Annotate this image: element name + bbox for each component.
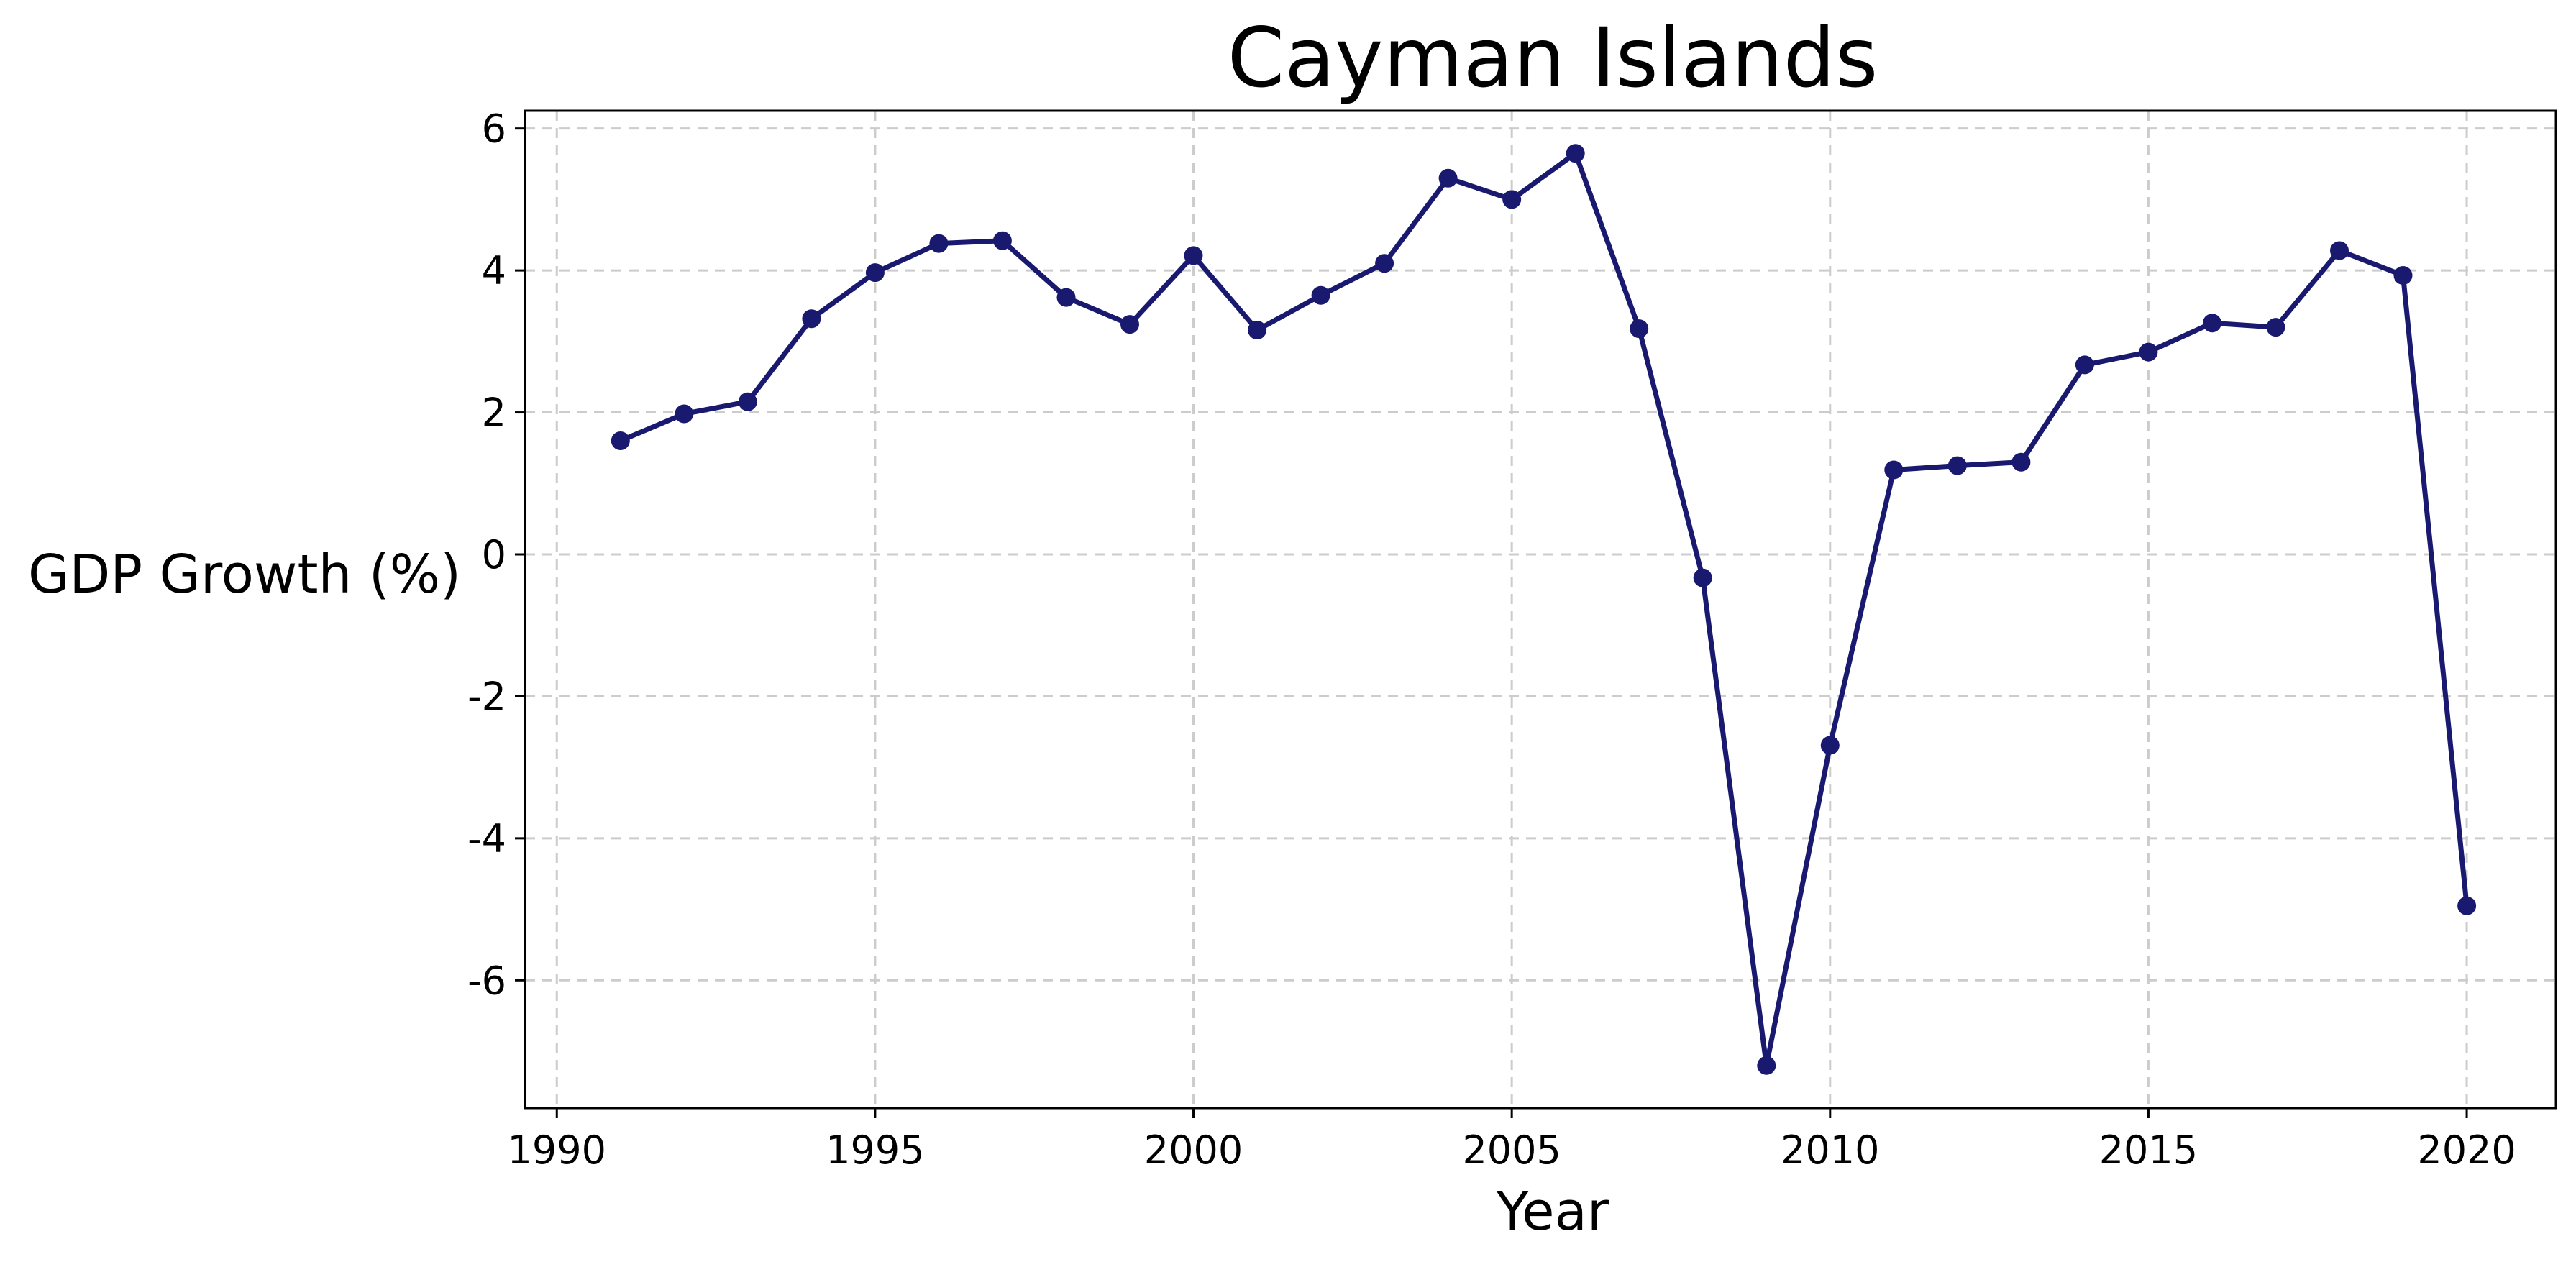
data-point	[1757, 1056, 1776, 1075]
data-point	[802, 309, 821, 329]
y-tick-label: 6	[482, 106, 506, 152]
x-tick-label: 2010	[1781, 1128, 1879, 1173]
data-point	[2266, 318, 2285, 337]
data-point	[1884, 460, 1904, 480]
data-point	[992, 231, 1012, 250]
data-point	[1630, 319, 1649, 339]
data-point	[2139, 342, 2158, 362]
data-point	[2393, 266, 2413, 285]
data-point	[929, 234, 949, 253]
x-tick-label: 1995	[826, 1128, 924, 1173]
data-point	[2075, 355, 2094, 375]
series-line	[618, 150, 2470, 1069]
y-tick-label: 4	[482, 248, 506, 293]
data-point	[1693, 568, 1712, 587]
y-tick-label: -6	[467, 958, 506, 1003]
data-point	[1375, 254, 1394, 273]
data-point	[611, 431, 630, 450]
data-point	[1438, 168, 1458, 188]
data-point	[1820, 736, 1840, 755]
data-point	[2457, 896, 2477, 915]
y-axis-label: GDP Growth (%)	[28, 544, 461, 605]
y-tick-label: 0	[482, 532, 506, 577]
x-tick-label: 1990	[508, 1128, 606, 1173]
x-tick-label: 2020	[2417, 1128, 2516, 1173]
x-tick-label: 2005	[1462, 1128, 1561, 1173]
y-tick-label: -4	[467, 816, 506, 861]
x-axis-label: Year	[1496, 1181, 1609, 1243]
data-point	[2330, 241, 2349, 260]
x-axis: 1990 1995 2000 2005 2010 2015 2020	[508, 1108, 2516, 1173]
data-point	[1311, 285, 1330, 305]
grid-lines	[525, 111, 2556, 1108]
data-point	[1502, 190, 1522, 209]
series-markers	[611, 144, 2477, 1075]
data-point	[865, 263, 885, 283]
data-point	[1056, 288, 1076, 307]
y-tick-label: -2	[467, 674, 506, 719]
y-tick-label: 2	[482, 390, 506, 436]
data-point	[2011, 452, 2031, 472]
data-point	[1184, 246, 1203, 265]
x-tick-label: 2015	[2099, 1128, 2198, 1173]
plot-frame	[524, 109, 2557, 1110]
x-tick-label: 2000	[1144, 1128, 1243, 1173]
data-point	[1248, 321, 1267, 339]
data-point	[1566, 144, 1585, 163]
data-point	[1947, 456, 1967, 475]
chart-title: Cayman Islands	[1228, 10, 1878, 106]
data-point	[738, 392, 757, 411]
data-point	[675, 404, 694, 424]
y-axis: -6 -4 -2 0 2 4 6	[467, 106, 525, 1003]
data-point	[1120, 315, 1139, 334]
data-point	[2203, 314, 2221, 333]
